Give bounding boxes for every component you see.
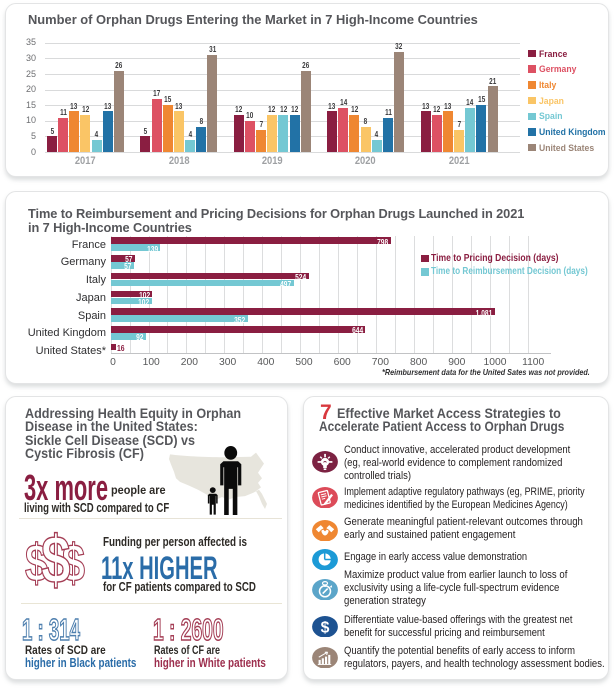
svg-text:$: $	[321, 619, 330, 636]
